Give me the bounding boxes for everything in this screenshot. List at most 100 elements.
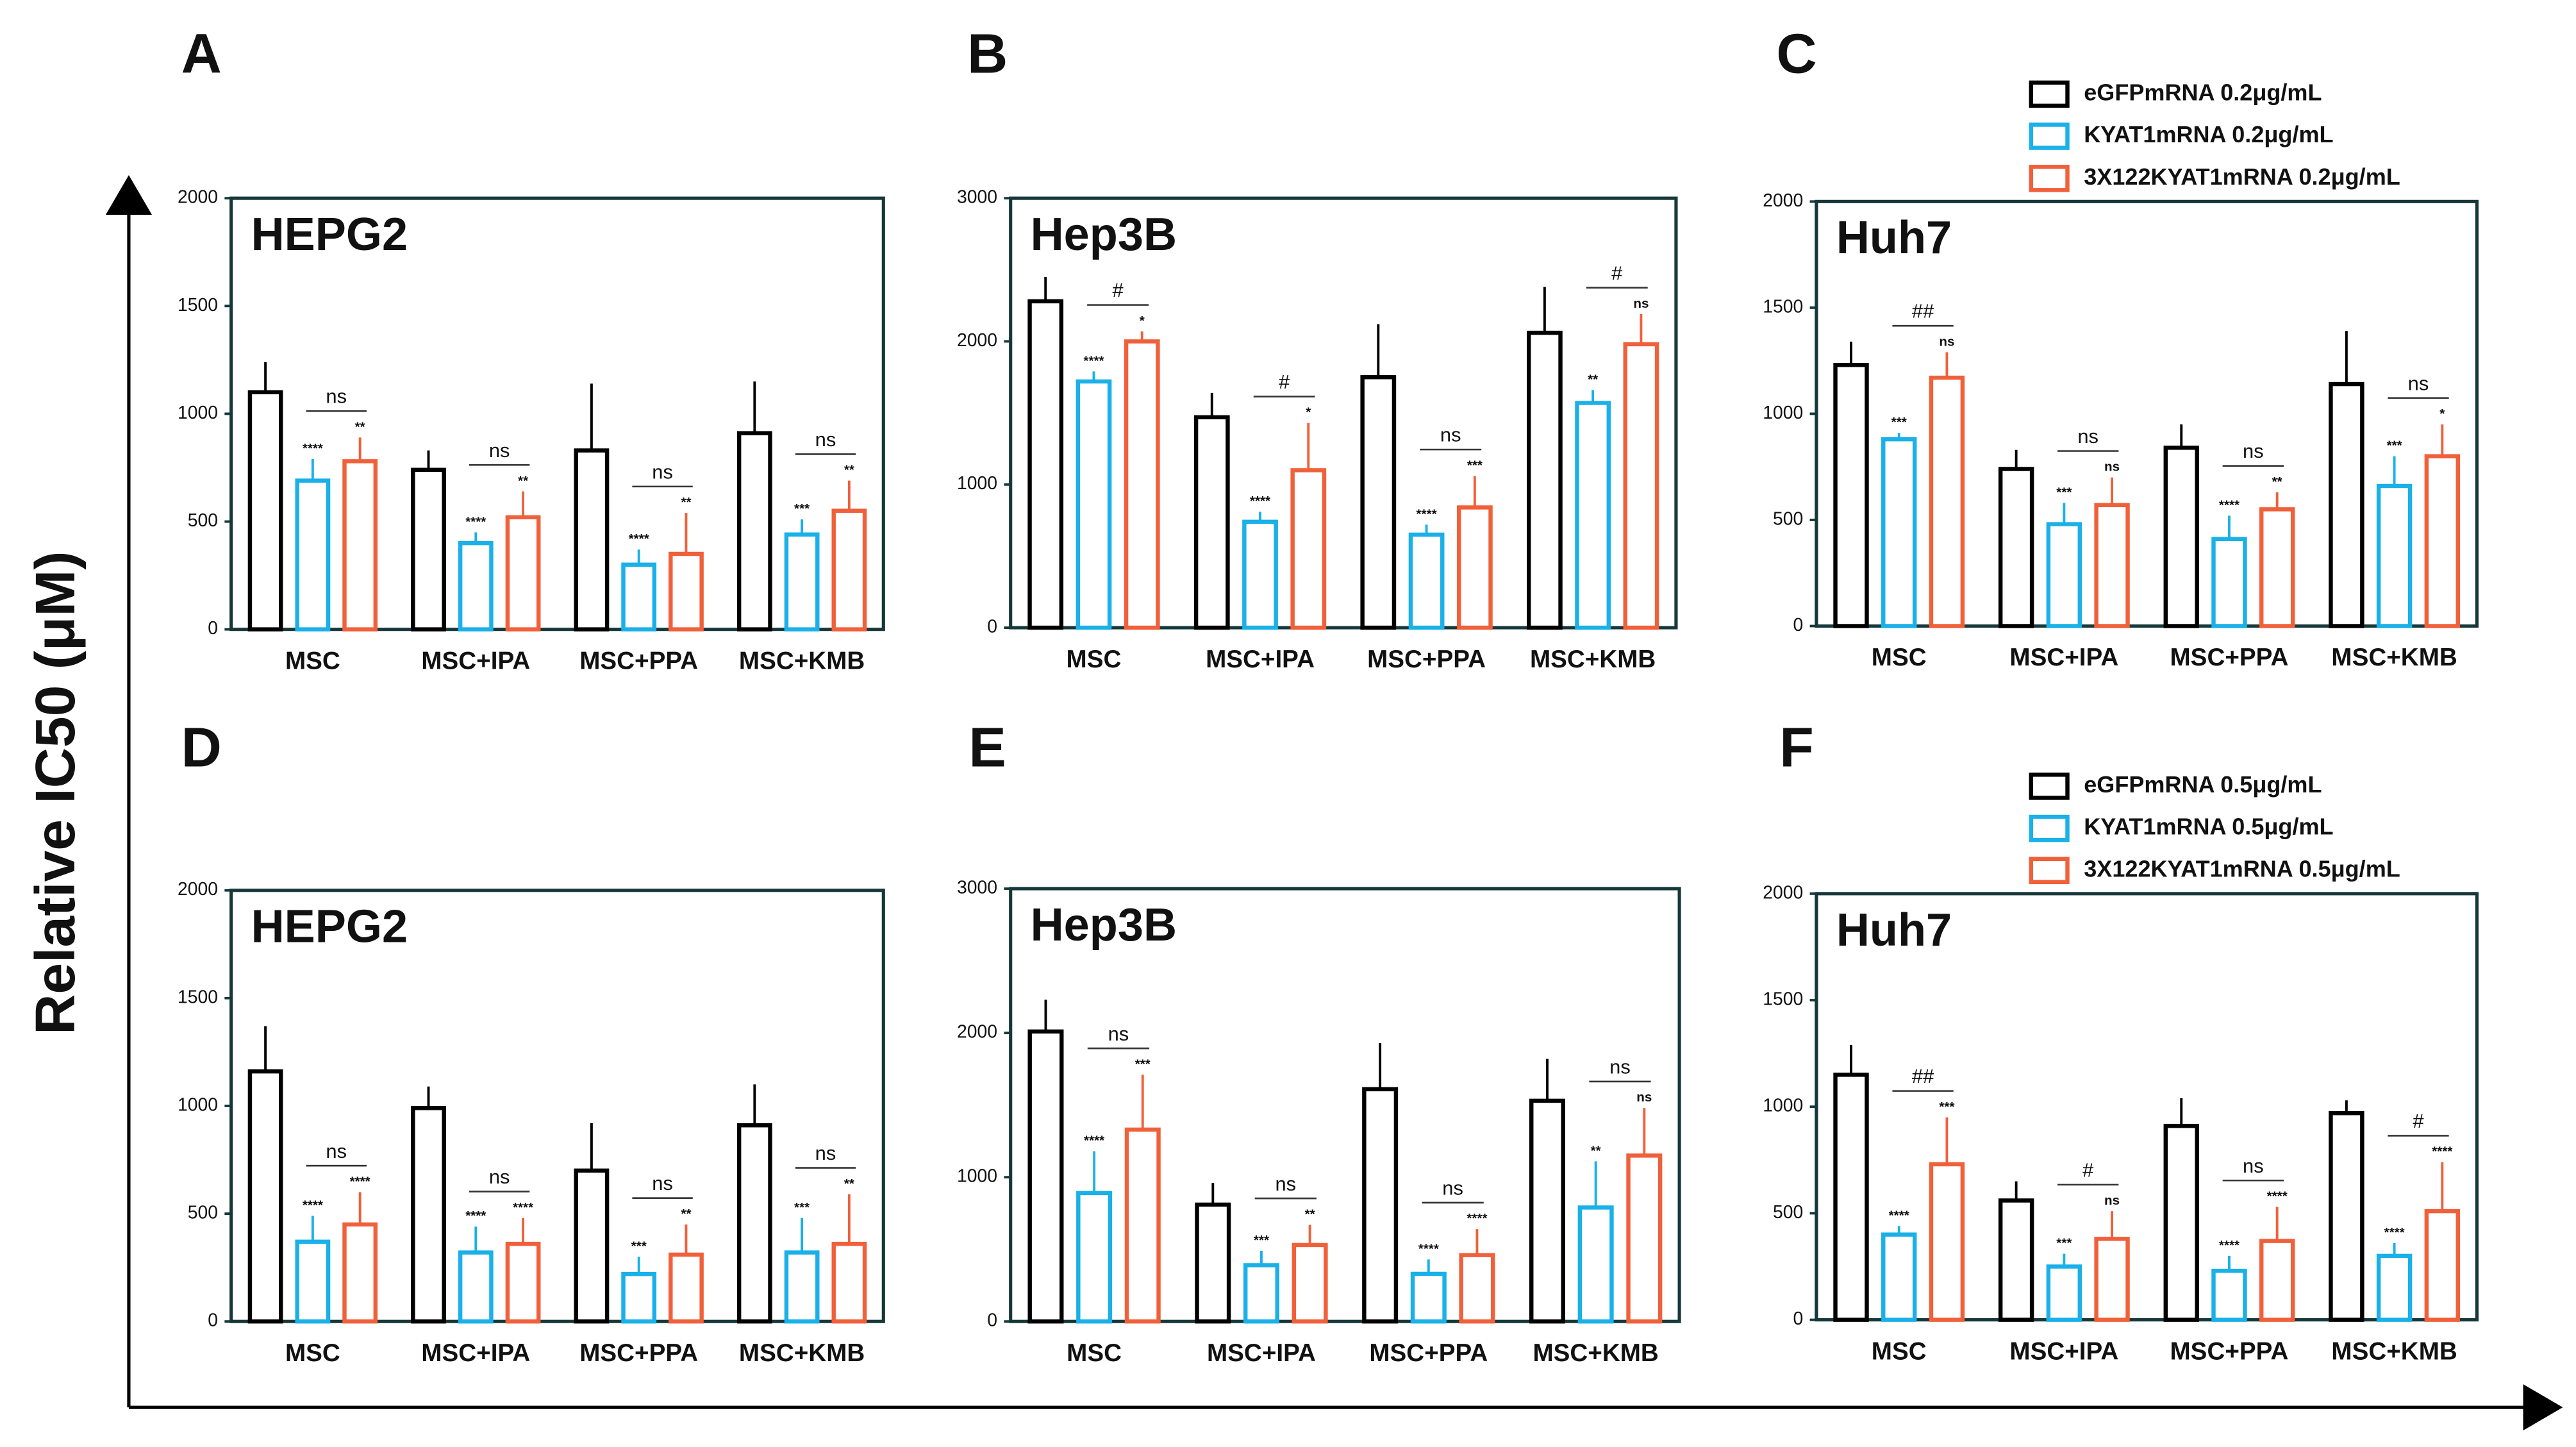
legend-label: 3X122KYAT1mRNA 0.2μg/mL xyxy=(2084,163,2400,190)
bracket-label: # xyxy=(2413,1110,2424,1132)
bar xyxy=(1998,1198,2034,1322)
significance-label: ns xyxy=(1939,334,1954,349)
bracket-label: ns xyxy=(652,1172,673,1194)
y-tick-label: 0 xyxy=(208,618,218,639)
chart-title: Hep3B xyxy=(1031,209,1177,260)
bracket-label: ns xyxy=(1609,1056,1631,1078)
bar xyxy=(669,551,704,631)
significance-label: ns xyxy=(1633,296,1649,311)
bar xyxy=(831,1241,867,1324)
bracket-label: ns xyxy=(652,460,673,483)
bar xyxy=(1577,1205,1614,1324)
x-tick-label: MSC+KMB xyxy=(739,647,865,674)
bar xyxy=(1076,379,1112,630)
bar xyxy=(2329,381,2364,628)
significance-label: *** xyxy=(1891,415,1907,430)
y-tick-label: 1000 xyxy=(957,473,997,494)
significance-label: ns xyxy=(2104,1193,2120,1208)
significance-label: **** xyxy=(1083,353,1104,368)
x-tick-label: MSC+IPA xyxy=(2009,1337,2118,1365)
bracket-label: ns xyxy=(489,439,510,462)
bracket-label: ns xyxy=(2243,1155,2264,1177)
x-arrowhead xyxy=(2523,1384,2563,1431)
panel-letter: C xyxy=(1776,22,1816,85)
significance-label: *** xyxy=(1254,1233,1269,1248)
bar xyxy=(1076,1191,1113,1324)
y-tick-label: 1500 xyxy=(1763,989,1803,1010)
bar xyxy=(2259,507,2295,628)
significance-label: **** xyxy=(303,441,323,456)
x-tick-label: MSC+KMB xyxy=(2331,1337,2457,1365)
significance-label: **** xyxy=(1084,1133,1104,1148)
bar xyxy=(1124,1127,1161,1324)
y-tick-label: 1000 xyxy=(1763,1096,1803,1116)
bar xyxy=(2211,1268,2247,1322)
significance-label: *** xyxy=(794,501,810,516)
bar xyxy=(2094,503,2130,628)
y-tick-label: 0 xyxy=(987,617,997,637)
bar xyxy=(458,1250,494,1324)
significance-label: **** xyxy=(1418,1241,1439,1256)
y-axis-label: Relative IC50 (μM) xyxy=(24,551,87,1034)
bar xyxy=(295,1239,331,1324)
bar xyxy=(1881,1232,1917,1322)
significance-label: *** xyxy=(1939,1100,1954,1114)
bracket-label: ns xyxy=(489,1166,510,1188)
bar xyxy=(1362,1087,1399,1324)
significance-label: ** xyxy=(1591,1143,1601,1158)
bar xyxy=(458,540,494,631)
bar xyxy=(411,467,446,631)
bracket-label: ## xyxy=(1912,1065,1934,1087)
bar xyxy=(1833,1073,1869,1322)
x-tick-label: MSC+IPA xyxy=(2009,644,2118,671)
significance-label: **** xyxy=(2219,1238,2239,1253)
significance-label: * xyxy=(1306,405,1311,420)
bar xyxy=(2046,522,2082,628)
significance-label: * xyxy=(2439,406,2445,421)
y-tick-label: 1500 xyxy=(178,987,218,1007)
legend-label: eGFPmRNA 0.5μg/mL xyxy=(2084,771,2322,798)
y-tick-label: 3000 xyxy=(957,187,997,208)
bracket-label: ns xyxy=(2077,425,2098,447)
panel-letter: F xyxy=(1779,715,1813,778)
bar xyxy=(2424,454,2461,628)
significance-label: *** xyxy=(2387,439,2402,453)
significance-label: ** xyxy=(844,1176,854,1191)
chart-title: HEPG2 xyxy=(251,901,408,953)
y-tick-label: 1000 xyxy=(957,1166,997,1187)
significance-label: **** xyxy=(303,1198,323,1212)
x-tick-label: MSC xyxy=(285,647,340,674)
y-tick-label: 2000 xyxy=(178,187,218,208)
y-tick-label: 1000 xyxy=(1763,403,1803,423)
x-tick-label: MSC xyxy=(285,1339,340,1367)
bar xyxy=(1456,505,1493,630)
bar xyxy=(1526,330,1563,630)
legend-label: 3X122KYAT1mRNA 0.5μg/mL xyxy=(2084,855,2400,882)
x-tick-label: MSC+PPA xyxy=(1369,1339,1488,1367)
x-tick-label: MSC+KMB xyxy=(2331,644,2457,671)
bar xyxy=(621,562,657,631)
bracket-label: ns xyxy=(326,1140,347,1162)
significance-label: *** xyxy=(1135,1057,1151,1071)
bar xyxy=(621,1271,657,1324)
bar xyxy=(2424,1209,2461,1322)
significance-label: **** xyxy=(2267,1189,2288,1203)
bar xyxy=(295,478,331,631)
y-tick-label: 0 xyxy=(1793,1309,1804,1329)
y-tick-label: 2000 xyxy=(1763,190,1803,211)
y-tick-label: 500 xyxy=(1773,508,1803,529)
bar xyxy=(1410,1271,1447,1324)
significance-label: **** xyxy=(2219,498,2239,512)
x-tick-label: MSC+PPA xyxy=(579,647,698,674)
y-tick-label: 2000 xyxy=(957,330,997,351)
bar xyxy=(1360,375,1397,630)
bar xyxy=(1929,1162,1965,1322)
bar xyxy=(505,515,541,631)
significance-label: **** xyxy=(350,1174,370,1189)
bracket-label: ns xyxy=(2243,440,2264,462)
bar xyxy=(1292,1242,1328,1324)
x-tick-label: MSC+IPA xyxy=(1207,1339,1316,1367)
significance-label: **** xyxy=(465,1209,486,1223)
significance-label: *** xyxy=(794,1200,810,1215)
chart-title: HEPG2 xyxy=(251,209,408,260)
